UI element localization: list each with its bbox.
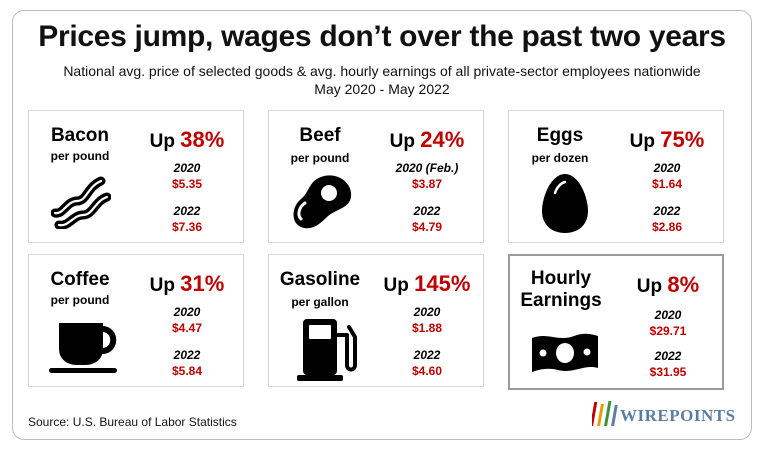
change-percent: 75% bbox=[660, 127, 705, 152]
change-label: Up 38% bbox=[129, 127, 245, 153]
change-label: Up 145% bbox=[369, 271, 485, 297]
bacon-icon bbox=[51, 176, 111, 229]
item-unit: per pound bbox=[50, 149, 110, 163]
price-a: $3.87 bbox=[411, 177, 443, 191]
subtitle-line-2: May 2020 - May 2022 bbox=[314, 81, 450, 97]
change-percent: 31% bbox=[180, 271, 225, 296]
price-b: $2.86 bbox=[651, 220, 683, 234]
card-gasoline: Gasoline per gallon Up 145% 2020 $1.88 2… bbox=[268, 254, 484, 387]
change-label: Up 31% bbox=[129, 271, 245, 297]
gas-pump-icon bbox=[297, 319, 357, 381]
price-a: $5.35 bbox=[171, 177, 203, 191]
year-label-b: 2022 bbox=[413, 348, 441, 362]
year-label-a: 2020 bbox=[654, 308, 682, 322]
up-word: Up bbox=[149, 131, 175, 152]
item-name: Gasoline bbox=[279, 269, 361, 290]
source-note: Source: U.S. Bureau of Labor Statistics bbox=[28, 415, 237, 429]
card-bacon: Bacon per pound Up 38% 2020 $5.35 2022 $… bbox=[28, 110, 244, 243]
steak-icon bbox=[293, 175, 352, 229]
card-coffee: Coffee per pound Up 31% 2020 $4.47 2022 … bbox=[28, 254, 244, 387]
item-name-line-2: Earnings bbox=[520, 290, 602, 311]
up-word: Up bbox=[636, 276, 663, 297]
year-label-b: 2022 bbox=[653, 204, 681, 218]
item-unit: per gallon bbox=[291, 295, 349, 309]
chart-subtitle: National avg. price of selected goods & … bbox=[0, 62, 764, 98]
price-b: $31.95 bbox=[649, 365, 687, 379]
card-beef: Beef per pound Up 24% 2020 (Feb.) $3.87 … bbox=[268, 110, 484, 243]
change-percent: 24% bbox=[420, 127, 465, 152]
item-name: Bacon bbox=[50, 125, 110, 146]
egg-icon bbox=[542, 174, 588, 233]
price-a: $1.88 bbox=[411, 321, 443, 335]
price-a: $1.64 bbox=[651, 177, 683, 191]
item-unit: per pound bbox=[50, 293, 110, 307]
item-unit: per pound bbox=[290, 151, 350, 165]
card-eggs: Eggs per dozen Up 75% 2020 $1.64 2022 $2… bbox=[508, 110, 724, 243]
year-label-b: 2022 bbox=[654, 349, 682, 363]
price-b: $4.60 bbox=[411, 364, 443, 378]
money-bill-icon bbox=[532, 333, 598, 372]
price-a: $29.71 bbox=[649, 324, 687, 338]
change-label: Up 24% bbox=[369, 127, 485, 153]
change-percent: 38% bbox=[180, 127, 225, 152]
item-name: Eggs bbox=[536, 125, 584, 146]
up-word: Up bbox=[389, 131, 415, 152]
item-unit: per dozen bbox=[531, 151, 589, 165]
year-label-b: 2022 bbox=[173, 204, 201, 218]
change-label: Up 75% bbox=[609, 127, 725, 153]
up-word: Up bbox=[383, 275, 409, 296]
year-label-a: 2020 bbox=[173, 305, 201, 319]
price-a: $4.47 bbox=[171, 321, 203, 335]
item-name: Beef bbox=[299, 125, 341, 146]
up-word: Up bbox=[149, 275, 175, 296]
price-b: $7.36 bbox=[171, 220, 203, 234]
change-percent: 145% bbox=[414, 271, 471, 296]
price-b: $4.79 bbox=[411, 220, 443, 234]
wirepoints-logo: WIREPOINTS bbox=[592, 396, 742, 432]
year-label-a: 2020 bbox=[413, 305, 441, 319]
change-label: Up 8% bbox=[610, 272, 726, 298]
subtitle-line-1: National avg. price of selected goods & … bbox=[63, 63, 701, 79]
year-label-a: 2020 bbox=[653, 161, 681, 175]
coffee-cup-icon bbox=[49, 323, 117, 373]
card-hourly-earnings: Hourly Earnings Up 8% 2020 $29.71 2022 $… bbox=[508, 254, 724, 390]
up-word: Up bbox=[629, 131, 655, 152]
year-label-b: 2022 bbox=[413, 204, 441, 218]
year-label-b: 2022 bbox=[173, 348, 201, 362]
year-label-a: 2020 (Feb.) bbox=[395, 161, 459, 175]
item-name-line-1: Hourly bbox=[530, 268, 592, 289]
logo-text: WIREPOINTS bbox=[620, 406, 736, 425]
logo-mark-icon bbox=[592, 401, 618, 426]
change-percent: 8% bbox=[667, 272, 700, 297]
item-name: Coffee bbox=[50, 269, 110, 290]
price-b: $5.84 bbox=[171, 364, 203, 378]
chart-title: Prices jump, wages don’t over the past t… bbox=[38, 20, 726, 53]
year-label-a: 2020 bbox=[173, 161, 201, 175]
